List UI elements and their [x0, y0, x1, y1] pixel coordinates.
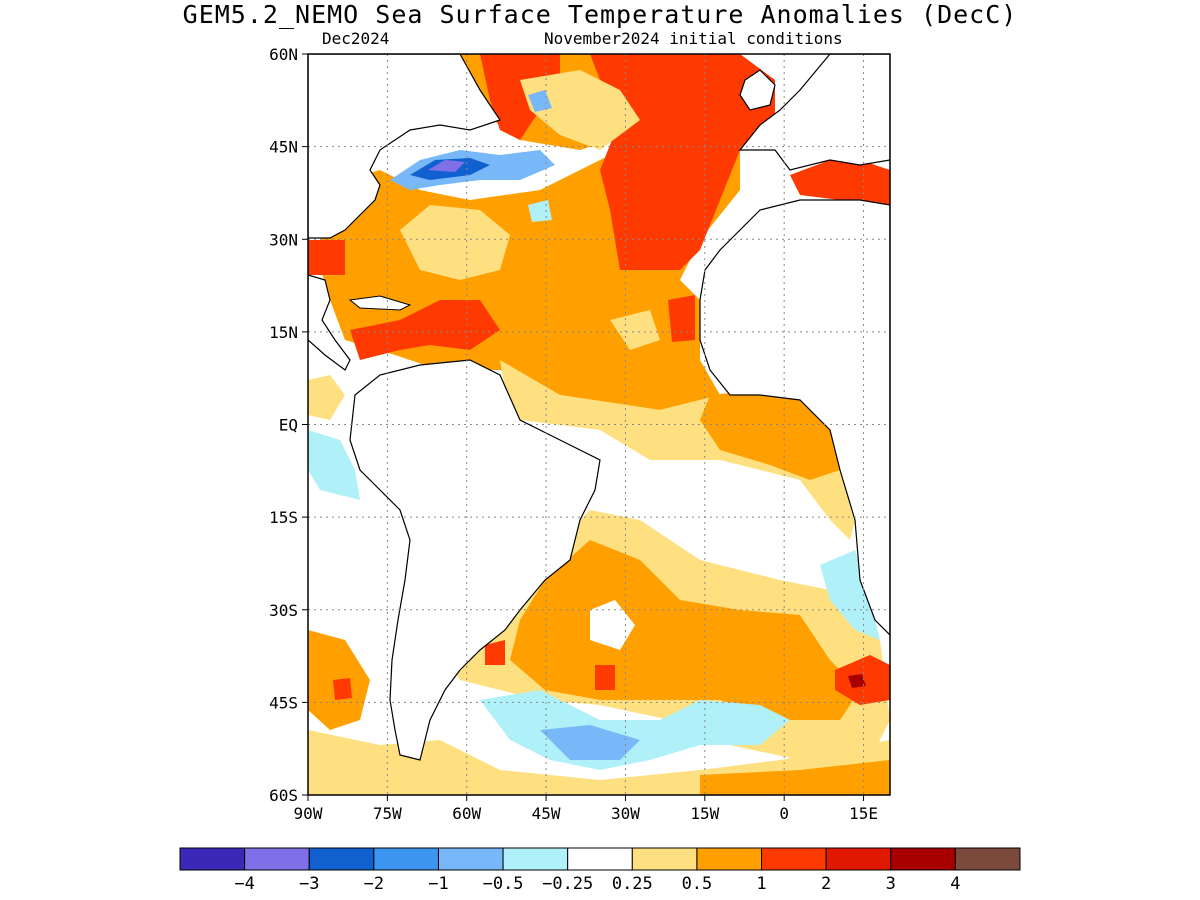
colorbar-swatch: [631, 847, 698, 871]
agulhas-hot-core: [848, 674, 866, 688]
northeast-atlantic-strong-warm: [590, 54, 775, 270]
colorbar-label: 3: [886, 874, 896, 894]
colorbar-label: 4: [950, 874, 960, 894]
colorbar-swatch: [502, 847, 569, 871]
lat-tick-label: EQ: [279, 416, 298, 435]
north-atlantic-pale-patch-1: [400, 205, 510, 280]
longitude-axis: 90W 75W 60W 45W 30W 15W 0 15E: [294, 795, 878, 823]
colorbar-swatch: [696, 847, 763, 871]
lon-tick-label: 60W: [452, 804, 481, 823]
colorbar-label: −4: [234, 874, 254, 894]
colorbar-label: 0.5: [682, 874, 713, 894]
lon-tick-label: 30W: [611, 804, 640, 823]
subtitle-month: Dec2024: [322, 29, 390, 48]
latitude-axis: 60N 45N 30N 15N EQ 15S 30S 45S 60S: [269, 45, 308, 805]
colorbar-swatch: [954, 847, 1021, 871]
colorbar-label: 2: [821, 874, 831, 894]
british-isles: [739, 69, 776, 111]
europe-land: [738, 54, 890, 171]
lat-tick-label: 45S: [269, 693, 298, 712]
lat-tick-label: 60S: [269, 786, 298, 805]
lat-tick-label: 15N: [269, 323, 298, 342]
north-atlantic-pale-patch-2: [520, 70, 640, 150]
lat-tick-label: 30S: [269, 601, 298, 620]
colorbar-swatch: [373, 847, 439, 871]
lon-tick-label: 75W: [373, 804, 402, 823]
northwest-atlantic-warm-patch: [480, 54, 560, 140]
southern-ocean-cool-core: [540, 725, 640, 760]
colorbar-label: −3: [299, 874, 319, 894]
north-america-land: [308, 54, 501, 239]
colorbar-label: −0.5: [483, 874, 524, 894]
gulf-stream-cold-core: [428, 160, 465, 172]
central-america-land: [308, 274, 351, 371]
gulf-of-mexico-warm: [308, 240, 345, 275]
caribbean-strong-warm: [350, 300, 500, 360]
colorbar-label: −1: [428, 874, 448, 894]
gulf-of-guinea-warm: [700, 390, 840, 480]
south-atlantic-white-patch: [590, 600, 635, 650]
southern-ocean-cool-band: [480, 690, 790, 770]
lat-tick-label: 30N: [269, 230, 298, 249]
labrador-cool-patch: [528, 90, 552, 112]
cuba-island: [348, 295, 412, 311]
colorbar-swatch: [825, 847, 892, 871]
colorbar-label: −2: [364, 874, 384, 894]
south-atlantic-strong-warm-1: [595, 665, 615, 690]
lon-tick-label: 90W: [294, 804, 323, 823]
grid-lines: [308, 54, 890, 795]
lon-tick-label: 45W: [532, 804, 561, 823]
colorbar-swatch: [567, 847, 633, 871]
southeast-pacific-cool: [308, 430, 360, 500]
subtropical-pale-patch: [610, 310, 660, 350]
south-atlantic-strong-warm-2: [485, 640, 505, 665]
colorbar: −4 −3 −2 −1 −0.5 −0.25 0.25 0.5 1 2 3 4: [179, 847, 1021, 894]
southeast-pacific-pale-warm: [308, 375, 345, 420]
anomaly-field: [308, 54, 890, 795]
map-title: GEM5.2_NEMO Sea Surface Temperature Anom…: [182, 0, 1018, 29]
colorbar-label: 0.25: [612, 874, 653, 894]
colorbar-swatch: [244, 847, 310, 871]
colorbar-label: −0.25: [542, 874, 593, 894]
southern-warm-strip: [700, 760, 890, 795]
colorbar-swatch: [179, 847, 246, 871]
colorbar-swatch: [437, 847, 504, 871]
colorbar-swatch: [308, 847, 375, 871]
lon-tick-label: 0: [779, 804, 789, 823]
colorbar-swatch: [761, 847, 827, 871]
west-africa-strong-warm: [668, 295, 695, 342]
colorbar-label: 1: [756, 874, 766, 894]
benguela-cool: [820, 550, 880, 640]
lat-tick-label: 45N: [269, 138, 298, 157]
south-america-land: [349, 359, 601, 761]
subtitle-initial-conditions: November2024 initial conditions: [544, 29, 843, 48]
southwest-pacific-strong-warm: [333, 678, 352, 700]
lon-tick-label: 15W: [690, 804, 719, 823]
lon-tick-label: 15E: [849, 804, 878, 823]
africa-land: [699, 199, 890, 636]
lat-tick-label: 60N: [269, 45, 298, 64]
lat-tick-label: 15S: [269, 508, 298, 527]
colorbar-swatch: [890, 847, 956, 871]
